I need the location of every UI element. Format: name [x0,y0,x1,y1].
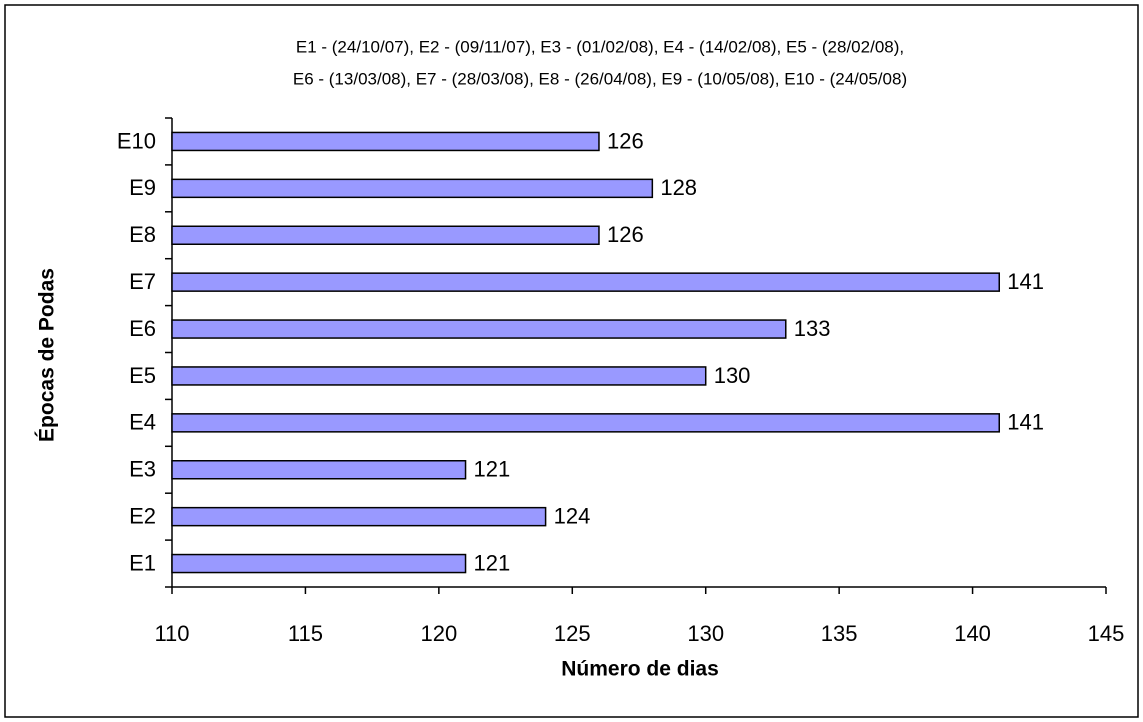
y-tick-label: E6 [129,316,156,341]
data-label: 128 [660,175,697,200]
bar [171,178,654,199]
y-axis-title: Épocas de Podas [36,268,59,442]
data-label: 126 [607,128,644,153]
y-tick-label: E7 [129,269,156,294]
x-tick-label: 145 [1088,621,1125,646]
y-tick-label: E8 [129,222,156,247]
bar [171,460,467,480]
bar [171,272,1001,292]
bar [171,553,467,574]
x-tick-label: 135 [821,621,858,646]
data-label: 126 [607,222,644,247]
y-tick-label: E9 [129,175,156,200]
y-tick-label: E10 [117,128,156,153]
bar [171,131,600,152]
data-label: 121 [474,457,511,482]
data-label: 133 [794,316,831,341]
data-label: 141 [1007,410,1044,435]
y-tick-label: E4 [129,410,156,435]
x-tick-label: 110 [154,621,189,646]
y-tick-label: E5 [129,363,156,388]
bar [171,225,600,245]
chart-border [4,4,1139,718]
y-tick-label: E1 [129,550,156,575]
subtitle: E1 - (24/10/07), E2 - (09/11/07), E3 - (… [296,37,904,56]
y-tick-label: E3 [129,457,156,482]
x-tick-label: 120 [420,621,457,646]
data-label: 121 [474,550,511,575]
x-tick-label: 115 [288,621,323,646]
y-tick-label: E2 [129,503,156,528]
bar [171,319,787,339]
data-label: 141 [1007,269,1044,294]
x-tick-label: 130 [687,621,724,646]
subtitle: E6 - (13/03/08), E7 - (28/03/08), E8 - (… [293,69,907,88]
x-tick-label: 125 [554,621,591,646]
bar [171,413,1001,433]
x-tick-label: 140 [954,621,991,646]
bar [171,366,707,386]
bar [171,506,547,527]
data-label: 124 [554,503,591,528]
x-axis-title: Número de dias [561,658,719,681]
data-label: 130 [714,363,751,388]
